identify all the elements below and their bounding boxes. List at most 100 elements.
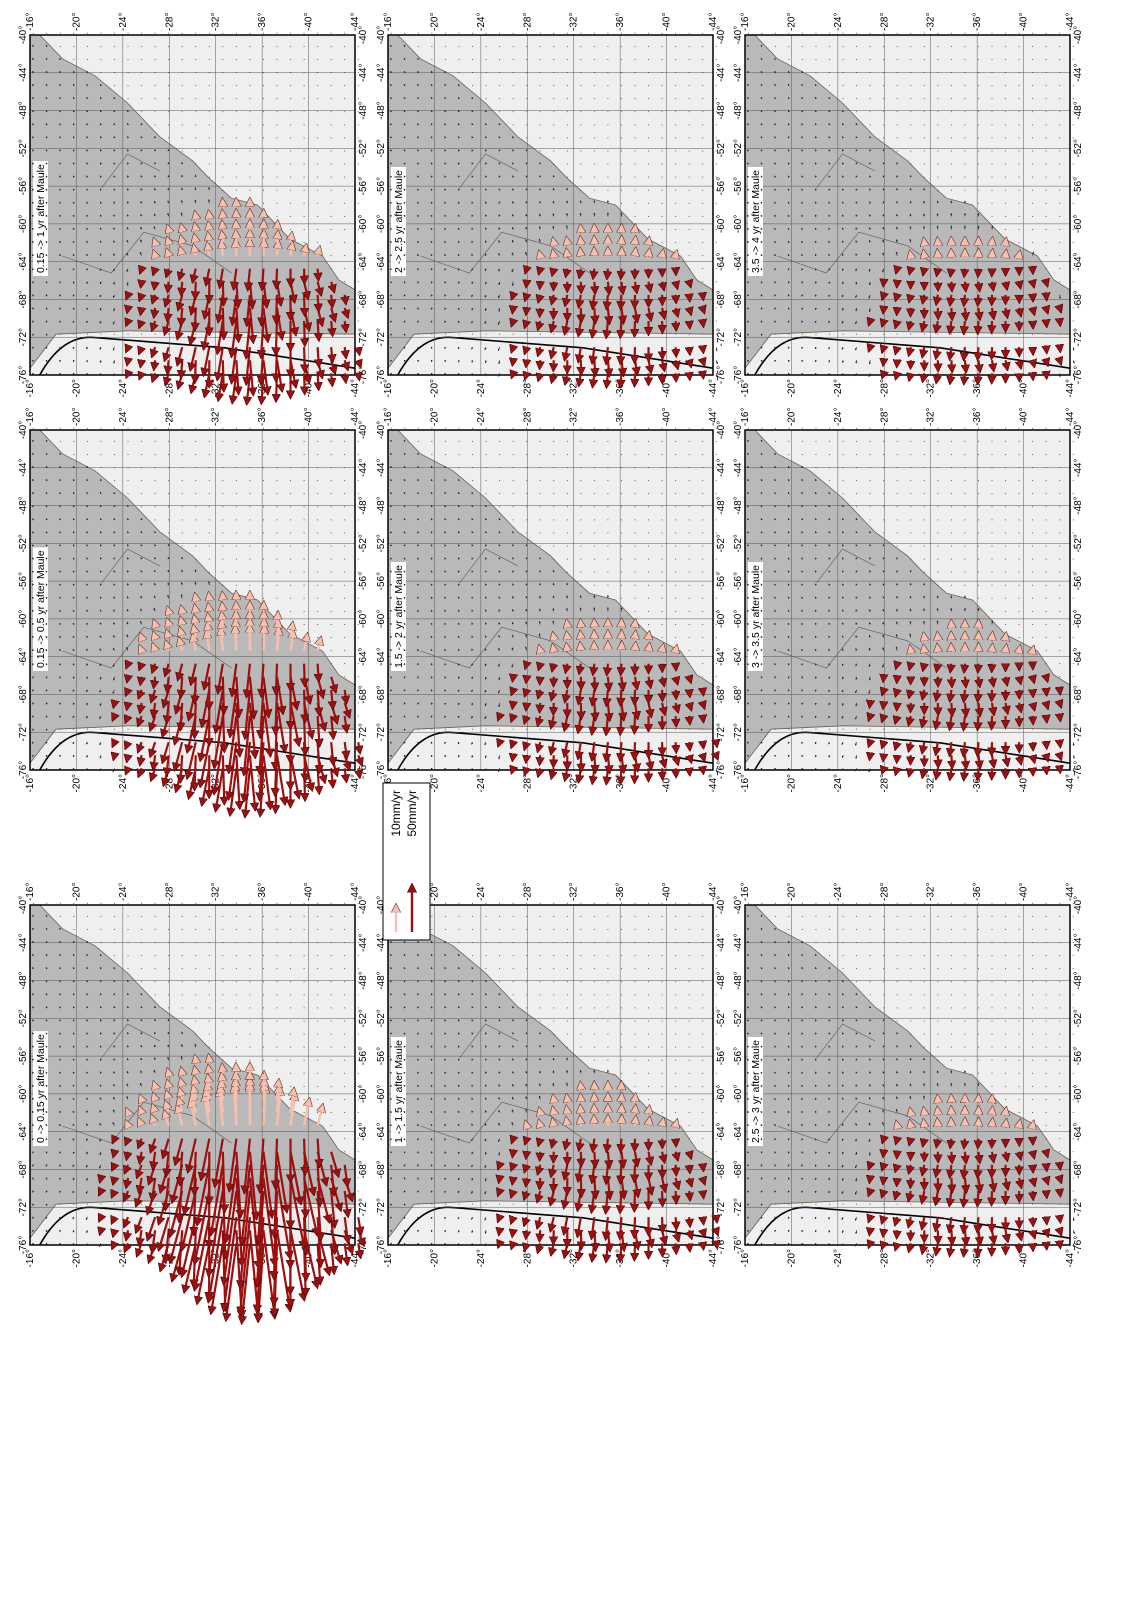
- arrow: [276, 664, 277, 694]
- grid-dot: [526, 441, 527, 442]
- grid-dot: [607, 1060, 608, 1061]
- grid-dot: [689, 1125, 690, 1126]
- lat-tick-label: -24°: [833, 13, 844, 31]
- grid-dot: [141, 903, 142, 904]
- grid-dot: [331, 59, 332, 60]
- grid-dot: [675, 454, 676, 455]
- grid-dot: [897, 955, 898, 956]
- grid-dot: [580, 72, 581, 73]
- grid-dot: [689, 903, 690, 904]
- grid-dot: [344, 203, 345, 204]
- grid-dot: [358, 1112, 359, 1113]
- lon-tick-label: -68°: [376, 290, 387, 308]
- grid-dot: [716, 1007, 717, 1008]
- grid-dot: [716, 1073, 717, 1074]
- grid-dot: [331, 624, 332, 625]
- grid-dot: [209, 506, 210, 507]
- grid-dot: [702, 1047, 703, 1048]
- lon-tick-label: -72°: [716, 328, 727, 346]
- grid-dot: [331, 493, 332, 494]
- lat-tick-label: -20°: [71, 1249, 82, 1267]
- grid-dot: [648, 1020, 649, 1021]
- grid-dot: [458, 942, 459, 943]
- grid-dot: [716, 506, 717, 507]
- grid-dot: [317, 994, 318, 995]
- grid-dot: [675, 72, 676, 73]
- grid-dot: [331, 506, 332, 507]
- grid-dot: [883, 929, 884, 930]
- grid-dot: [607, 428, 608, 429]
- lon-tick-label: -64°: [1073, 647, 1084, 665]
- grid-dot: [716, 1138, 717, 1139]
- grid-dot: [358, 676, 359, 677]
- grid-dot: [331, 637, 332, 638]
- grid-dot: [249, 559, 250, 560]
- panels: -16°-16°-20°-20°-24°-24°-28°-28°-32°-32°…: [18, 13, 1084, 1268]
- grid-dot: [195, 493, 196, 494]
- grid-dot: [635, 1007, 636, 1008]
- grid-dot: [580, 150, 581, 151]
- grid-dot: [358, 229, 359, 230]
- grid-dot: [100, 729, 101, 730]
- small-arrow: [114, 967, 115, 968]
- grid-dot: [290, 137, 291, 138]
- grid-dot: [141, 334, 142, 335]
- small-arrow: [445, 703, 446, 705]
- grid-dot: [513, 98, 514, 99]
- grid-dot: [182, 968, 183, 969]
- grid-dot: [621, 467, 622, 468]
- arrow: [540, 360, 541, 368]
- grid-dot: [155, 72, 156, 73]
- grid-dot: [594, 572, 595, 573]
- arrow: [567, 238, 568, 243]
- lat-tick-label: -24°: [476, 408, 487, 426]
- arrow: [937, 1119, 938, 1126]
- lat-tick-label: -32°: [211, 13, 222, 31]
- arrow: [498, 742, 499, 746]
- arrow: [223, 360, 224, 391]
- arrow: [620, 321, 621, 337]
- grid-dot: [222, 137, 223, 138]
- grid-dot: [621, 428, 622, 429]
- grid-dot: [567, 1047, 568, 1048]
- grid-dot: [304, 1099, 305, 1100]
- lat-tick-label: -20°: [429, 379, 440, 397]
- grid-dot: [648, 929, 649, 930]
- grid-dot: [263, 1047, 264, 1048]
- grid-dot: [675, 164, 676, 165]
- arrow: [127, 677, 128, 682]
- arrow: [594, 1178, 595, 1198]
- grid-dot: [344, 598, 345, 599]
- grid-dot: [486, 72, 487, 73]
- arrow: [304, 716, 305, 754]
- lon-tick-label: -72°: [1073, 328, 1084, 346]
- grid-dot: [856, 903, 857, 904]
- arrow: [222, 1073, 223, 1086]
- arrow: [703, 1217, 704, 1224]
- grid-dot: [317, 585, 318, 586]
- grid-dot: [716, 903, 717, 904]
- grid-dot: [635, 493, 636, 494]
- lat-tick-label: -36°: [615, 408, 626, 426]
- grid-dot: [486, 729, 487, 730]
- grid-dot: [472, 46, 473, 47]
- grid-dot: [621, 190, 622, 191]
- grid-dot: [344, 532, 345, 533]
- grid-dot: [486, 33, 487, 34]
- grid-dot: [702, 268, 703, 269]
- grid-dot: [621, 137, 622, 138]
- grid-dot: [304, 1112, 305, 1113]
- small-arrow: [431, 677, 432, 679]
- small-arrow: [431, 360, 432, 362]
- grid-dot: [648, 59, 649, 60]
- arrow: [526, 282, 527, 287]
- grid-dot: [358, 46, 359, 47]
- grid-dot: [236, 493, 237, 494]
- grid-dot: [526, 968, 527, 969]
- grid-dot: [73, 916, 74, 917]
- grid-dot: [168, 334, 169, 335]
- grid-dot: [195, 480, 196, 481]
- arrow: [126, 1109, 128, 1113]
- grid-dot: [635, 1073, 636, 1074]
- grid-dot: [716, 929, 717, 930]
